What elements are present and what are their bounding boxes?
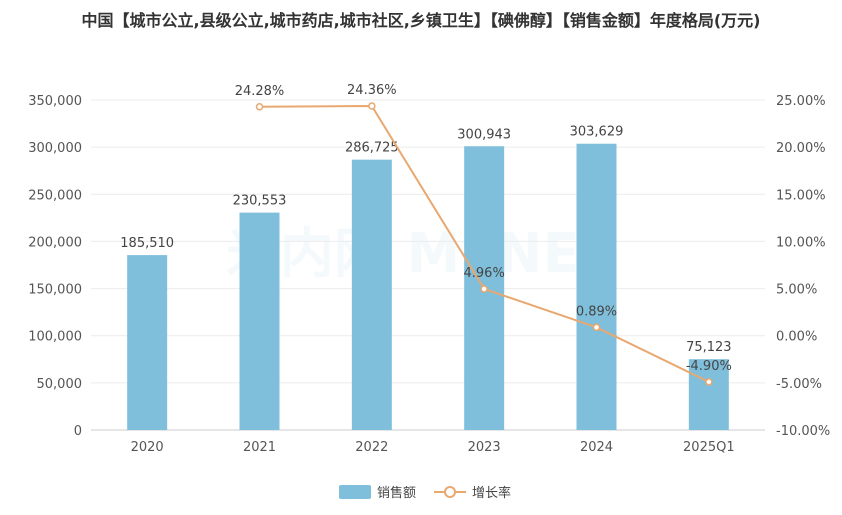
right-axis-tick-label: 0.00% [776, 330, 817, 345]
x-axis-tick-label: 2021 [243, 440, 276, 455]
growth-value-label: -4.90% [686, 359, 732, 374]
legend-bar-label: 销售额 [377, 485, 416, 501]
growth-point [592, 323, 601, 332]
right-axis-tick-label: 5.00% [776, 283, 817, 298]
bar-value-label: 75,123 [686, 340, 732, 355]
bar-value-label: 185,510 [120, 236, 174, 251]
left-axis-tick-label: 50,000 [37, 377, 83, 392]
right-axis-tick-label: 20.00% [776, 141, 826, 156]
x-axis-tick-label: 2023 [468, 440, 501, 455]
legend-bar-swatch [339, 485, 371, 499]
growth-point [255, 103, 264, 111]
growth-value-label: 4.96% [464, 266, 505, 281]
bar [351, 159, 392, 430]
growth-point [368, 102, 376, 110]
left-axis-tick-label: 350,000 [28, 94, 82, 109]
legend-line-marker [444, 486, 456, 498]
bar [688, 359, 729, 430]
x-axis-tick-label: 2025Q1 [683, 440, 735, 455]
left-axis-tick-label: 0 [74, 424, 82, 439]
growth-value-label: 0.89% [576, 304, 617, 319]
x-axis-tick-label: 2020 [131, 440, 164, 455]
watermark: 米内网 MENET [226, 222, 617, 285]
bar-value-label: 300,943 [457, 127, 511, 142]
legend-line-label: 增长率 [472, 485, 511, 501]
growth-value-label: 24.28% [235, 84, 285, 99]
left-axis-tick-label: 300,000 [28, 141, 82, 156]
bar [576, 143, 617, 430]
right-axis-tick-label: 25.00% [776, 94, 826, 109]
left-axis-tick-label: 200,000 [28, 235, 82, 250]
bar-value-label: 303,629 [570, 125, 624, 140]
chart-title: 中国【城市公立,县级公立,城市药店,城市社区,乡镇卫生】【碘佛醇】【销售金额】年… [81, 11, 761, 30]
bar [127, 255, 168, 430]
bar-value-label: 230,553 [233, 194, 287, 209]
x-axis-tick-label: 2022 [355, 440, 388, 455]
left-axis-tick-label: 150,000 [28, 283, 82, 298]
bar [239, 212, 280, 430]
right-axis-tick-label: 10.00% [776, 235, 826, 250]
left-axis-tick-label: 100,000 [28, 330, 82, 345]
right-axis-tick-label: -10.00% [776, 424, 830, 439]
right-axis-tick-label: -5.00% [776, 377, 822, 392]
bar-value-label: 286,725 [345, 141, 399, 156]
growth-point [705, 378, 713, 386]
growth-point [480, 285, 488, 293]
left-axis-tick-label: 250,000 [28, 188, 82, 203]
growth-value-label: 24.36% [347, 83, 397, 98]
x-axis-tick-label: 2024 [580, 440, 613, 455]
right-axis-tick-label: 15.00% [776, 188, 826, 203]
